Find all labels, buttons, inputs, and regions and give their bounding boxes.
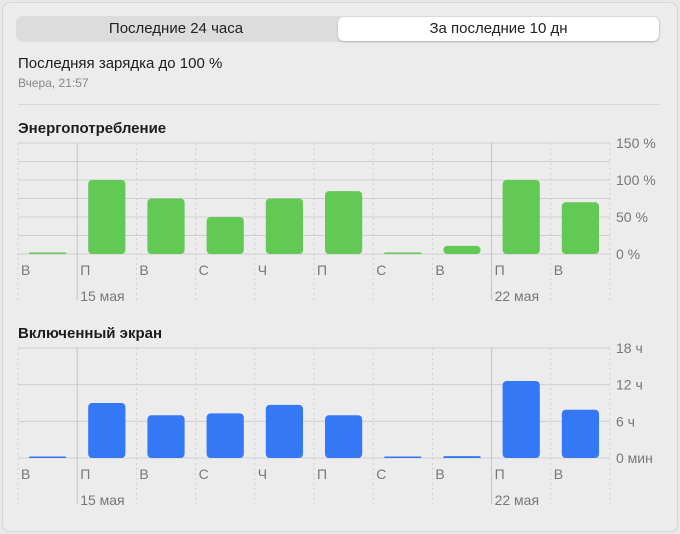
- y-tick-label: 12 ч: [616, 377, 643, 393]
- day-label: Ч: [258, 262, 267, 278]
- day-label: В: [554, 466, 563, 482]
- y-tick-label: 50 %: [616, 209, 648, 225]
- bar: [29, 456, 67, 458]
- bar: [147, 198, 185, 254]
- bar: [502, 180, 540, 254]
- bar: [147, 415, 185, 458]
- day-label: В: [435, 262, 444, 278]
- day-label: П: [495, 466, 505, 482]
- date-label: 22 мая: [495, 288, 539, 304]
- bar: [206, 217, 244, 254]
- bar: [561, 202, 599, 254]
- energy-chart-title: Энергопотребление: [18, 120, 167, 137]
- day-label: Ч: [258, 466, 267, 482]
- date-label: 15 мая: [80, 288, 124, 304]
- date-label: 22 мая: [495, 492, 539, 508]
- bar: [561, 409, 599, 458]
- day-label: В: [21, 262, 30, 278]
- day-label: П: [317, 262, 327, 278]
- bar: [265, 404, 303, 458]
- day-label: В: [139, 262, 148, 278]
- bar: [443, 456, 481, 458]
- day-label: В: [554, 262, 563, 278]
- day-label: П: [80, 466, 90, 482]
- bar: [384, 252, 422, 254]
- day-label: С: [376, 466, 386, 482]
- y-tick-label: 6 ч: [616, 413, 635, 429]
- tab-last-10-days[interactable]: За последние 10 дн: [338, 17, 659, 41]
- tab-last-24-hours[interactable]: Последние 24 часа: [108, 20, 244, 37]
- day-label: С: [199, 466, 209, 482]
- bar: [325, 191, 363, 254]
- bar: [29, 252, 67, 254]
- divider: [18, 104, 660, 105]
- last-charge-time: Вчера, 21:57: [18, 76, 89, 90]
- day-label: П: [495, 262, 505, 278]
- y-tick-label: 100 %: [616, 172, 656, 188]
- period-segmented-control[interactable]: Последние 24 часа За последние 10 дн: [16, 16, 660, 42]
- bar: [502, 381, 540, 458]
- y-tick-label: 18 ч: [616, 340, 643, 356]
- bar: [443, 245, 481, 254]
- day-label: В: [21, 466, 30, 482]
- last-charge-title: Последняя зарядка до 100 %: [18, 55, 223, 72]
- day-label: С: [199, 262, 209, 278]
- day-label: П: [317, 466, 327, 482]
- y-tick-label: 150 %: [616, 135, 656, 151]
- bar: [325, 415, 363, 458]
- day-label: В: [139, 466, 148, 482]
- day-label: П: [80, 262, 90, 278]
- y-tick-label: 0 %: [616, 246, 640, 262]
- day-label: С: [376, 262, 386, 278]
- bar: [265, 198, 303, 254]
- bar: [88, 403, 126, 458]
- bar: [384, 456, 422, 458]
- date-label: 15 мая: [80, 492, 124, 508]
- bar: [206, 413, 244, 458]
- bar: [88, 180, 126, 254]
- day-label: В: [435, 466, 444, 482]
- y-tick-label: 0 мин: [616, 450, 653, 466]
- screen-on-chart-title: Включенный экран: [18, 325, 163, 342]
